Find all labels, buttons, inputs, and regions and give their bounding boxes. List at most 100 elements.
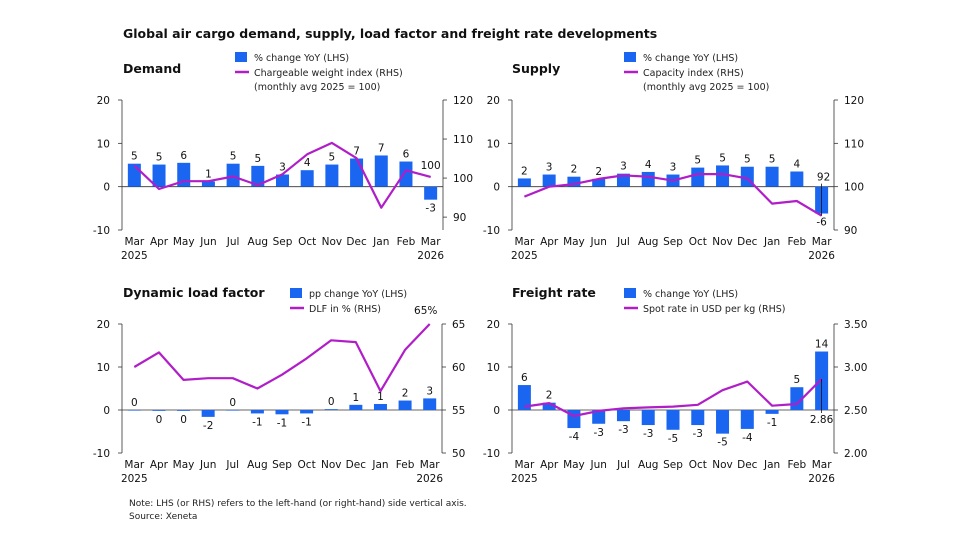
bar-aug-5 (251, 165, 265, 187)
x-tick-label: Sep (663, 459, 683, 471)
bar-data-label: 4 (794, 159, 801, 171)
left-tick-label: 10 (97, 138, 110, 150)
bar-data-label: -3 (693, 428, 703, 440)
x-tick-label: Dec (737, 236, 758, 248)
x-tick-label: Aug (638, 236, 659, 248)
bar-data-label: -5 (717, 437, 727, 449)
bar-jan-10 (765, 410, 779, 414)
left-tick-label: 0 (493, 405, 500, 417)
bar-may-2 (177, 410, 191, 411)
x-tick-label: Aug (638, 459, 659, 471)
x-tick-label: Oct (298, 236, 316, 248)
line-end-label: 2.86 (810, 414, 834, 426)
x-tick-label: Nov (321, 459, 342, 471)
bar-data-label: -2 (203, 420, 213, 432)
x-tick-label: Feb (396, 459, 415, 471)
right-tick-label: 60 (452, 362, 465, 374)
x-tick-label: Mar (124, 459, 144, 471)
bar-jan-10 (765, 166, 779, 187)
right-tick-label: 110 (453, 134, 473, 146)
x-tick-label: Mar (514, 236, 534, 248)
bar-data-label: 14 (815, 339, 829, 351)
x-tick-label: Mar (124, 236, 144, 248)
bar-jun-3 (592, 410, 606, 424)
legend-bar-swatch (235, 52, 247, 62)
bar-mar-0 (517, 385, 531, 410)
x-tick-label: Oct (298, 459, 316, 471)
panel-supply: Supply % change YoY (LHS) Capacity index (… (483, 52, 864, 262)
panel-demand: Demand % change YoY (LHS) Chargeable weigh… (93, 52, 473, 262)
bar-data-label: 3 (546, 162, 553, 174)
bar-data-label: 1 (377, 391, 384, 403)
bar-data-label: 6 (521, 372, 528, 384)
bar-jul-4 (226, 410, 240, 411)
right-tick-label: 100 (453, 173, 473, 185)
left-tick-label: 10 (97, 362, 110, 374)
bar-data-label: 2 (571, 164, 578, 176)
legend-bar-label: % change YoY (LHS) (254, 53, 349, 64)
x-tick-label: Mar (812, 236, 832, 248)
x-year-label-start: 2025 (121, 473, 148, 485)
left-tick-label: 10 (487, 362, 500, 374)
bar-jan-10 (374, 155, 388, 187)
bar-data-label: -4 (569, 431, 580, 443)
x-tick-label: Apr (540, 236, 559, 248)
x-tick-label: Jul (226, 236, 240, 248)
bar-data-label: 5 (769, 154, 776, 166)
bar-data-label: 6 (180, 150, 187, 162)
bar-data-label: -4 (742, 432, 753, 444)
bar-data-label: -3 (425, 203, 435, 215)
bar-oct-7 (300, 170, 314, 187)
bar-data-label: 1 (353, 392, 360, 404)
bar-data-label: 7 (353, 146, 360, 158)
x-tick-label: Oct (689, 459, 707, 471)
panel-title: Freight rate (512, 285, 596, 300)
bar-data-label: 3 (279, 162, 286, 174)
x-tick-label: Feb (788, 459, 807, 471)
left-tick-label: 0 (103, 405, 110, 417)
bar-data-label: 5 (254, 153, 261, 165)
x-tick-label: Sep (272, 459, 292, 471)
bar-nov-8 (716, 165, 730, 187)
bar-data-label: 3 (670, 162, 677, 174)
right-tick-label: 110 (844, 138, 864, 150)
bar-data-label: 5 (329, 152, 336, 164)
bar-data-label: -3 (643, 428, 653, 440)
x-year-label-start: 2025 (511, 473, 538, 485)
bar-data-label: 5 (794, 374, 801, 386)
x-year-label-end: 2026 (417, 250, 444, 262)
bar-data-label: 0 (180, 414, 187, 426)
x-tick-label: Sep (663, 236, 683, 248)
left-tick-label: 20 (487, 95, 500, 107)
x-year-label-end: 2026 (416, 473, 443, 485)
x-tick-label: Apr (150, 236, 169, 248)
x-year-label-start: 2025 (121, 250, 148, 262)
legend-line-label-2: (monthly avg 2025 = 100) (643, 82, 769, 93)
left-tick-label: 0 (493, 182, 500, 194)
left-tick-label: 20 (97, 95, 110, 107)
x-tick-label: Apr (150, 459, 169, 471)
bar-feb-11 (399, 161, 413, 187)
bar-data-label: 5 (230, 151, 237, 163)
bar-dec-9 (349, 404, 363, 410)
left-tick-label: -10 (93, 225, 110, 237)
bar-data-label: -1 (277, 417, 287, 429)
bar-data-label: 2 (521, 165, 528, 177)
bar-oct-7 (691, 410, 705, 426)
bar-may-2 (567, 176, 581, 187)
bar-nov-8 (716, 410, 730, 434)
bar-aug-5 (641, 410, 655, 426)
bar-sep-6 (275, 410, 289, 415)
left-tick-label: -10 (93, 448, 110, 460)
left-tick-label: -10 (483, 225, 500, 237)
x-tick-label: Dec (346, 459, 367, 471)
x-tick-label: May (563, 459, 585, 471)
bar-data-label: 3 (426, 385, 433, 397)
bar-nov-8 (325, 164, 339, 187)
bar-data-label: -1 (767, 417, 777, 429)
x-tick-label: Oct (689, 236, 707, 248)
right-tick-label: 100 (844, 182, 864, 194)
x-tick-label: Mar (420, 459, 440, 471)
legend-bar-label: % change YoY (LHS) (643, 289, 738, 300)
bar-apr-1 (542, 402, 556, 410)
